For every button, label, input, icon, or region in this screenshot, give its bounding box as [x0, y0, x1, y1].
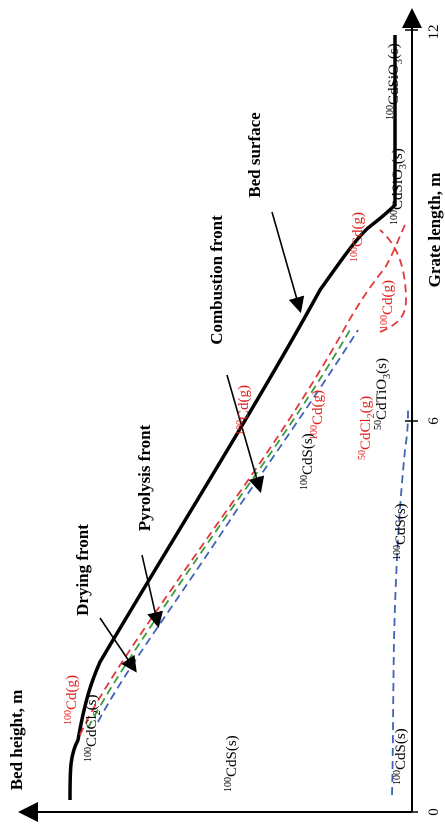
pyrolysis-front-arrow — [141, 554, 163, 629]
species-cdcl2-g-50: 50CdCl2(g) — [357, 396, 377, 460]
bed-surface-label: Bed surface — [245, 112, 264, 198]
red-tail-curve — [379, 229, 407, 333]
species-cds-s-mid: 100CdS(s) — [299, 433, 316, 490]
species-cds-s-lower: 100CdS(s) — [392, 728, 409, 785]
x-axis-title: Grate length, m — [425, 173, 444, 288]
pyrolysis-front-curve — [87, 329, 351, 729]
species-cd-g-2: 100Cd(g) — [235, 385, 252, 435]
combustion-front-label: Combustion front — [207, 215, 226, 345]
bed-surface-curve — [68, 35, 397, 801]
drying-front-label: Drying front — [73, 524, 92, 616]
tick-label-12: 12 — [426, 25, 442, 40]
pyrolysis-front-label: Pyrolysis front — [135, 424, 154, 531]
species-cd-g-3: 100Cd(g) — [309, 390, 326, 440]
species-cd-g-5: 100Cd(g) — [349, 212, 366, 262]
tick-label-6: 6 — [426, 417, 442, 425]
species-cdsio3-s-1: 100CdSiO3(s) — [389, 148, 409, 225]
species-cdtio3-s: 50CdTiO3(s) — [373, 358, 393, 430]
species-cds-s-mid2: 100CdS(s) — [392, 503, 409, 560]
drying-front-curve — [79, 224, 406, 736]
y-axis-title: Bed height, m — [7, 690, 26, 791]
species-cdsio3-s-2: 100CdSiO3(s) — [385, 43, 405, 120]
combustion-front-arrow — [226, 374, 265, 494]
species-cds-s-upper: 100CdS(s) — [223, 735, 240, 792]
species-cd-g-1: 100Cd(g) — [63, 675, 80, 725]
species-cd-g-4: 100Cd(g) — [379, 280, 396, 330]
species-cdcl2-s-1: 100CdCl2(s) — [83, 694, 103, 762]
blue-base-line — [391, 409, 409, 796]
drying-front-arrow — [99, 617, 137, 673]
tick-label-0: 0 — [426, 808, 442, 816]
bed-surface-arrow — [271, 211, 305, 314]
